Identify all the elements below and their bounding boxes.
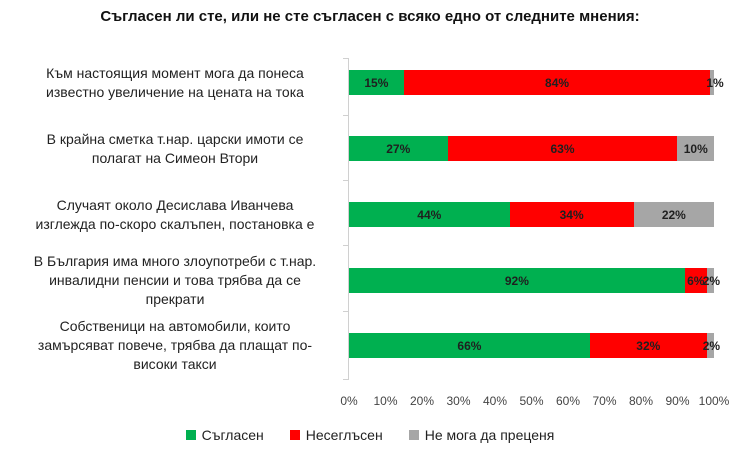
bar-segment: 22% bbox=[633, 202, 714, 227]
category-label-line: Собственици на автомобили, които bbox=[59, 318, 291, 334]
x-axis-tick-label: 80% bbox=[628, 394, 654, 408]
bar-row: 66% 32% 2% bbox=[349, 333, 720, 358]
bar-segment: 34% bbox=[509, 202, 634, 227]
category-label: В България има много злоупотреби с т.нар… bbox=[10, 252, 340, 309]
value-label: 6% bbox=[687, 273, 705, 288]
value-label: 63% bbox=[550, 141, 575, 156]
value-label: 2% bbox=[702, 273, 721, 288]
bar-segment: 63% bbox=[447, 136, 678, 161]
category-label-line: В България има много злоупотреби с т.нар… bbox=[33, 253, 317, 269]
y-axis-tick bbox=[343, 115, 348, 116]
bar-segment: 27% bbox=[349, 136, 448, 161]
value-label: 92% bbox=[504, 273, 529, 288]
x-axis-tick-label: 70% bbox=[592, 394, 617, 408]
y-axis-tick bbox=[343, 245, 348, 246]
value-label: 66% bbox=[457, 338, 482, 353]
y-axis-tick bbox=[343, 311, 348, 312]
value-label: 27% bbox=[386, 141, 411, 156]
value-label: 34% bbox=[559, 207, 584, 222]
legend-swatch-undecided bbox=[408, 430, 419, 440]
legend-label-agree: Съгласен bbox=[201, 427, 264, 443]
category-label-line: високи такси bbox=[133, 356, 217, 372]
category-label: Собственици на автомобили, които замърсяв… bbox=[10, 317, 340, 374]
value-label: 2% bbox=[702, 338, 721, 353]
category-label-line: замърсяват повече, трябва да плащат по- bbox=[37, 337, 313, 353]
y-axis-tick bbox=[343, 58, 348, 59]
legend-item-undecided: Не мога да преценя bbox=[408, 427, 555, 443]
legend-swatch-disagree bbox=[289, 430, 300, 440]
bar-segment: 15% bbox=[349, 70, 404, 95]
bar-segment: 66% bbox=[349, 333, 590, 358]
value-label: 10% bbox=[683, 141, 708, 156]
y-axis-line bbox=[348, 58, 349, 380]
bar-segment: 2% bbox=[703, 333, 720, 358]
category-label: Към настоящия момент мога да понеса извес… bbox=[10, 64, 340, 102]
bar-segment: 92% bbox=[349, 268, 685, 293]
category-label-line: В крайна сметка т.нар. царски имоти се bbox=[46, 130, 304, 147]
category-label: Случаят около Десислава Иванчева изглежда… bbox=[10, 196, 340, 234]
bar-row: 27% 63% 10% bbox=[349, 136, 714, 161]
bar-segment: 84% bbox=[403, 70, 711, 95]
legend: Съгласен Несеглъсен Не мога да преценя bbox=[0, 427, 740, 443]
category-label-line: прекрати bbox=[145, 291, 205, 307]
bar-segment: 6% bbox=[684, 268, 707, 293]
bar-segment: 10% bbox=[677, 136, 714, 161]
x-axis-tick-label: 90% bbox=[665, 394, 690, 408]
category-label-line: известно увеличение на цената на тока bbox=[46, 83, 304, 100]
bar-row: 15% 84% 1% bbox=[349, 70, 724, 95]
legend-label-undecided: Не мога да преценя bbox=[424, 427, 555, 443]
y-axis-tick bbox=[343, 180, 348, 181]
legend-item-agree: Съгласен bbox=[185, 427, 264, 443]
category-label-line: изглежда по-скоро скалъпен, постановка е bbox=[35, 215, 315, 232]
value-label: 84% bbox=[545, 75, 570, 90]
bar-segment: 2% bbox=[703, 268, 720, 293]
x-axis-tick-label: 100% bbox=[698, 394, 730, 408]
legend-swatch-agree bbox=[185, 430, 196, 440]
x-axis-tick-label: 40% bbox=[482, 394, 508, 408]
legend-label-disagree: Несеглъсен bbox=[305, 427, 383, 443]
bar-segment: 1% bbox=[706, 70, 724, 95]
y-axis-tick bbox=[343, 379, 348, 380]
x-axis-tick-label: 60% bbox=[555, 394, 581, 408]
x-axis-tick-label: 0% bbox=[340, 394, 358, 408]
x-axis-tick-label: 20% bbox=[409, 394, 435, 408]
category-label: В крайна сметка т.нар. царски имоти се по… bbox=[10, 130, 340, 168]
x-axis-tick-label: 10% bbox=[373, 394, 398, 408]
bar-segment: 44% bbox=[349, 202, 510, 227]
bar-segment: 32% bbox=[589, 333, 707, 358]
value-label: 22% bbox=[661, 207, 686, 222]
value-label: 32% bbox=[636, 338, 661, 353]
legend-item-disagree: Несеглъсен bbox=[289, 427, 383, 443]
category-label-line: Към настоящия момент мога да понеса bbox=[46, 64, 304, 81]
value-label: 15% bbox=[364, 75, 389, 90]
category-label-line: полагат на Симеон Втори bbox=[91, 149, 259, 166]
x-axis-tick-label: 30% bbox=[446, 394, 471, 408]
bar-row: 44% 34% 22% bbox=[349, 202, 714, 227]
category-label-line: инвалидни пенсии и това трябва да се bbox=[49, 272, 301, 288]
x-axis-tick-label: 50% bbox=[519, 394, 544, 408]
value-label: 1% bbox=[706, 75, 724, 90]
value-label: 44% bbox=[417, 207, 442, 222]
bar-row: 92% 6% 2% bbox=[349, 268, 720, 293]
category-label-line: Случаят около Десислава Иванчева bbox=[56, 196, 294, 213]
chart-title: Съгласен ли сте, или не сте съгласен с в… bbox=[100, 8, 640, 25]
